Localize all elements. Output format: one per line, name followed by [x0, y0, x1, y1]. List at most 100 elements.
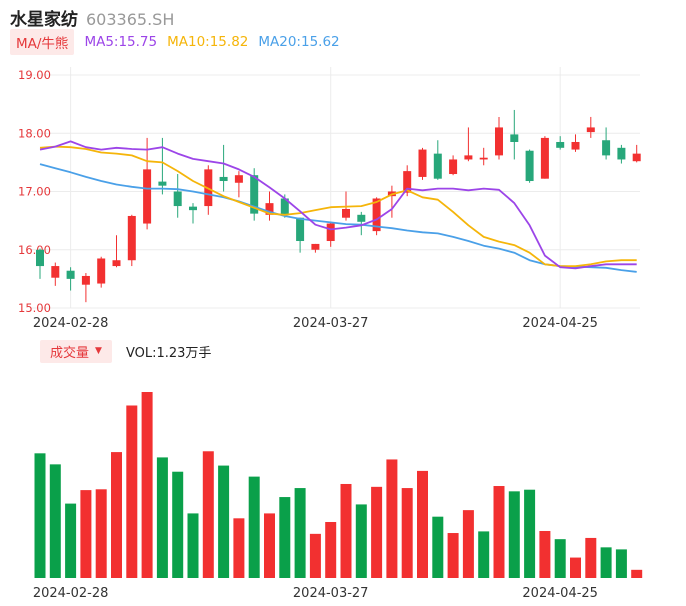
ma20-line	[39, 163, 637, 273]
volume-bar	[417, 470, 428, 578]
price-grid	[30, 67, 640, 309]
ma-toggle-button[interactable]: MA/牛熊	[10, 29, 75, 55]
volume-bars	[34, 392, 643, 578]
candle-body	[556, 141, 565, 148]
candle	[326, 221, 335, 247]
volume-bar	[600, 547, 612, 578]
candle	[189, 203, 197, 224]
candle	[81, 273, 90, 303]
volume-bar	[570, 557, 581, 578]
ma5-legend: MA5:15.75	[84, 34, 158, 50]
date-tick-label: 2024-03-27	[293, 586, 369, 601]
candle-body	[632, 153, 641, 162]
candle-body	[571, 141, 580, 150]
candle-body	[36, 249, 44, 267]
candles	[36, 109, 641, 303]
price-tick-label: 15.00	[18, 301, 51, 315]
date-tick-label: 2024-04-25	[522, 316, 598, 331]
candle-body	[372, 198, 381, 232]
candle	[556, 136, 565, 150]
candle-body	[296, 217, 305, 242]
volume-bar	[432, 516, 444, 578]
volume-bar	[141, 392, 153, 578]
candle	[571, 134, 580, 152]
title-row: 水星家纺 603365.SH	[10, 5, 174, 30]
candle	[464, 127, 473, 162]
volume-legend: 成交量 ▼ VOL:1.23万手	[40, 339, 212, 363]
volume-bar	[585, 537, 597, 578]
candle	[357, 211, 366, 236]
candle	[265, 191, 274, 221]
candle-body	[342, 208, 350, 218]
candle	[495, 116, 503, 160]
ma20-legend: MA20:15.62	[258, 34, 340, 50]
candle-body	[495, 127, 503, 156]
candle-body	[311, 243, 320, 250]
candle	[219, 144, 228, 192]
price-tick-label: 18.00	[18, 126, 51, 140]
volume-bar	[524, 489, 536, 578]
volume-bar	[401, 488, 413, 578]
candle-body	[97, 258, 106, 284]
candle-body	[464, 155, 473, 160]
volume-bar	[156, 457, 168, 578]
volume-bar	[462, 510, 474, 578]
price-tick-label: 16.00	[18, 243, 51, 257]
volume-indicator-dropdown[interactable]: 成交量 ▼	[40, 339, 112, 363]
ma-lines	[39, 140, 637, 273]
volume-bar	[371, 486, 383, 578]
volume-bar	[554, 539, 566, 578]
candle	[433, 140, 442, 180]
candle	[510, 109, 519, 160]
candle	[143, 137, 152, 230]
candle	[372, 197, 381, 236]
candle	[296, 217, 305, 253]
volume-bar	[478, 531, 490, 578]
volume-bar	[309, 533, 321, 578]
volume-bar	[218, 465, 230, 578]
ma10-line	[39, 145, 637, 268]
candle	[617, 144, 626, 164]
volume-bar	[126, 405, 138, 578]
volume-bar	[340, 483, 352, 578]
volume-bar	[49, 464, 61, 578]
candle	[234, 171, 243, 198]
candle-body	[280, 198, 289, 215]
candle-body	[127, 215, 136, 261]
volume-bar	[325, 521, 337, 578]
candle	[112, 235, 121, 268]
candle	[36, 248, 44, 279]
candle-body	[265, 203, 274, 215]
price-axis: 19.00 18.00 17.00 16.00 15.00	[18, 68, 51, 315]
volume-bar	[386, 459, 398, 578]
candle	[632, 144, 641, 163]
candle-body	[112, 260, 121, 267]
candle	[586, 116, 595, 138]
candle	[97, 256, 106, 288]
volume-bar	[95, 489, 107, 578]
candle-body	[158, 181, 167, 186]
candle-body	[51, 266, 60, 278]
candle	[311, 243, 320, 253]
candle	[540, 136, 549, 179]
candle-body	[525, 150, 534, 182]
volume-value: VOL:1.23万手	[125, 345, 212, 361]
candle-body	[403, 171, 412, 193]
volume-bar	[111, 452, 122, 578]
volume-bar	[65, 503, 77, 578]
candle-body	[540, 137, 549, 179]
candle-body	[357, 214, 366, 222]
volume-bar	[187, 513, 199, 578]
volume-bar	[80, 490, 92, 578]
candle-body	[81, 275, 90, 285]
candle	[449, 155, 458, 176]
candle-body	[250, 175, 259, 214]
candle-body	[189, 206, 197, 211]
candle	[525, 149, 534, 183]
date-axis: 2024-02-28 2024-02-28 2024-03-27 2024-03-27…	[33, 316, 598, 601]
price-tick-label: 17.00	[18, 185, 51, 199]
candle-body	[602, 140, 611, 156]
candle-body	[66, 270, 75, 279]
volume-bar	[508, 491, 520, 578]
